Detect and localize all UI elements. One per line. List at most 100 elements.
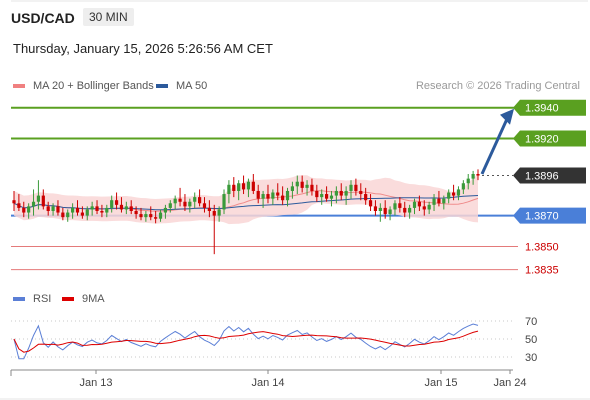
candle-body (139, 214, 143, 218)
candle-body (339, 190, 343, 196)
candle-body (427, 204, 431, 210)
candle (266, 184, 270, 204)
candle (144, 211, 148, 222)
candle (359, 183, 363, 201)
candle (202, 197, 207, 213)
candle-body (471, 174, 475, 179)
legend-9ma: 9MA (62, 293, 105, 305)
candle-body (354, 184, 358, 191)
level-tag-support (513, 207, 586, 224)
candle-body (281, 195, 285, 201)
symbol-title: USD/CAD (11, 10, 75, 26)
candle-body (27, 206, 31, 213)
candle (349, 180, 353, 199)
candle-body (466, 178, 470, 184)
candle (66, 209, 70, 222)
candle (124, 201, 128, 215)
forecast-arrow-head (500, 108, 514, 125)
candle-body (31, 201, 36, 207)
candle (271, 189, 275, 205)
candle (154, 211, 158, 224)
level-tag-target (513, 99, 586, 116)
candle (36, 180, 41, 210)
candle (354, 178, 358, 196)
candle (412, 198, 417, 215)
candle (442, 195, 446, 210)
candle-body (178, 198, 182, 202)
legend-rsi: RSI (13, 293, 51, 305)
candle (207, 200, 211, 218)
candle (461, 180, 465, 195)
candle (373, 200, 378, 216)
ma9-label: 9MA (82, 293, 105, 305)
candle (427, 201, 431, 215)
candle-body (461, 183, 465, 190)
candle (85, 206, 89, 221)
candle (46, 201, 50, 216)
candle (403, 201, 407, 218)
candle-body (261, 194, 265, 199)
candle (256, 184, 260, 204)
ma20-swatch (13, 84, 25, 88)
candle (139, 207, 143, 221)
rsi-tick-label: 30 (525, 352, 537, 364)
candle (31, 189, 36, 216)
candle-body (403, 207, 407, 213)
candle-body (383, 207, 387, 215)
candle (456, 186, 461, 201)
candle-body (276, 192, 280, 196)
candle (417, 195, 421, 211)
candle (232, 177, 236, 198)
rsi-label: RSI (33, 293, 52, 305)
candle (12, 190, 16, 211)
candle (315, 184, 319, 202)
candle-body (198, 197, 202, 204)
candle (290, 181, 294, 199)
candle-body (22, 207, 26, 213)
candle (393, 200, 397, 216)
candle (437, 190, 441, 207)
candle (198, 189, 202, 207)
candle (344, 186, 348, 205)
candle-body (232, 184, 236, 191)
candle-body (163, 207, 168, 213)
legend-ma20: MA 20 + Bollinger Bands (13, 80, 154, 92)
candle (339, 183, 343, 201)
candle (178, 187, 182, 207)
candle-body (173, 198, 177, 204)
candle-body (168, 203, 172, 208)
credit: Research © 2026 Trading Central (415, 80, 580, 92)
candle-body (364, 194, 368, 201)
candle-body (329, 195, 334, 199)
candle (285, 187, 290, 207)
candle-body (227, 184, 231, 195)
level-label: 1.3920 (525, 134, 559, 146)
candle (71, 203, 75, 219)
candle-body (217, 209, 221, 216)
candle-body (378, 207, 382, 211)
ma9-swatch (62, 297, 74, 301)
candle (90, 201, 94, 216)
candle-body (154, 217, 158, 219)
candle-body (285, 190, 290, 201)
candle (212, 204, 216, 255)
candle-body (41, 195, 45, 207)
candle (217, 206, 221, 222)
candle (22, 201, 26, 218)
candle (334, 186, 338, 204)
candle-body (237, 183, 241, 191)
x-tick-label: Jan 15 (424, 377, 457, 389)
candle (134, 206, 138, 219)
candle-body (373, 206, 378, 211)
candle-body (61, 212, 65, 218)
candle-body (295, 181, 299, 187)
timeframe-badge[interactable]: 30 MIN (83, 8, 134, 26)
level-tag-pivot (513, 167, 586, 184)
rsi-tick-label: 50 (525, 334, 537, 346)
candle (51, 203, 55, 216)
candle-body (222, 194, 226, 210)
candle-body (75, 207, 80, 213)
candle (471, 170, 475, 185)
ma20-label: MA 20 + Bollinger Bands (33, 80, 154, 92)
candle (183, 194, 187, 211)
